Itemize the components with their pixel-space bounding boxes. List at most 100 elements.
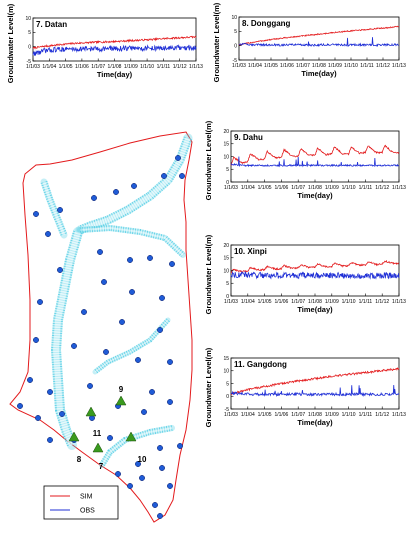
- well-marker: [101, 279, 107, 285]
- x-tick-label: 1/1/09: [325, 185, 339, 191]
- legend-label-obs: OBS: [80, 508, 95, 515]
- legend-label-sim: SIM: [80, 494, 93, 501]
- series-line-sim: [230, 144, 400, 166]
- well-marker: [139, 475, 145, 481]
- well-marker: [147, 255, 153, 261]
- well-marker: [87, 383, 93, 389]
- series-line-obs: [238, 37, 400, 48]
- well-marker: [27, 377, 33, 383]
- well-marker: [161, 173, 167, 179]
- x-tick-label: 1/1/12: [375, 299, 389, 305]
- well-marker: [113, 189, 119, 195]
- station-label-11: 11: [93, 429, 102, 438]
- series-line-obs: [230, 385, 400, 398]
- chart-title: 11. Gangdong: [234, 360, 287, 369]
- y-tick-label: -5: [233, 58, 238, 64]
- x-tick-label: 1/1/06: [274, 299, 288, 305]
- well-marker: [47, 437, 53, 443]
- study-area-map: 7 8 9 10 11: [9, 131, 193, 523]
- y-axis-label: Groundwater Level(m): [204, 347, 213, 427]
- x-tick-label: 1/1/06: [274, 412, 288, 418]
- x-axis-label: Time(day): [297, 305, 333, 314]
- x-tick-label: 1/1/10: [140, 64, 154, 70]
- station-label-8: 8: [77, 455, 82, 464]
- well-marker: [81, 309, 87, 315]
- station-markers: 7 8 9 10 11: [68, 385, 147, 471]
- x-tick-label: 1/1/09: [325, 299, 339, 305]
- station-triangle-9: [115, 395, 127, 406]
- x-tick-label: 1/1/11: [359, 299, 373, 305]
- well-marker: [57, 267, 63, 273]
- channel-core: [42, 181, 66, 236]
- y-tick-label: 0: [226, 294, 229, 300]
- x-tick-label: 1/1/04: [248, 63, 262, 69]
- x-tick-label: 1/1/12: [173, 64, 187, 70]
- well-marker: [159, 465, 165, 471]
- series-line-sim: [230, 367, 400, 395]
- well-marker: [37, 299, 43, 305]
- channel-south: [99, 425, 175, 468]
- well-marker: [177, 443, 183, 449]
- channel-northeast: [75, 133, 193, 235]
- x-tick-label: 1/1/03: [224, 412, 238, 418]
- series-line-sim: [230, 259, 400, 274]
- well-marker: [149, 389, 155, 395]
- channel-north-branch: [40, 178, 68, 239]
- x-tick-label: 1/1/04: [241, 185, 255, 191]
- station-triangle-10: [125, 431, 137, 442]
- well-marker: [115, 471, 121, 477]
- chart-title: 8. Donggang: [242, 19, 291, 28]
- x-tick-label: 1/1/08: [308, 185, 322, 191]
- y-tick-label: -5: [225, 407, 230, 413]
- x-tick-label: 1/1/13: [392, 185, 406, 191]
- x-tick-label: 1/1/07: [296, 63, 310, 69]
- series-line-obs: [32, 44, 197, 56]
- y-tick-label: 5: [226, 381, 229, 387]
- channel-main: [51, 227, 83, 450]
- observation-wells: [17, 155, 185, 519]
- well-marker: [157, 327, 163, 333]
- well-marker: [47, 389, 53, 395]
- well-marker: [167, 483, 173, 489]
- channel-core: [79, 137, 191, 233]
- well-marker: [91, 195, 97, 201]
- well-marker: [152, 502, 158, 508]
- x-tick-label: 1/1/07: [291, 412, 305, 418]
- x-tick-label: 1/1/06: [280, 63, 294, 69]
- channel-middle: [92, 317, 171, 375]
- channel-core: [101, 427, 173, 466]
- x-tick-label: 1/1/06: [274, 185, 288, 191]
- well-marker: [157, 445, 163, 451]
- well-marker: [135, 461, 141, 467]
- x-tick-label: 1/1/05: [258, 185, 272, 191]
- x-tick-label: 1/1/03: [224, 299, 238, 305]
- x-tick-label: 1/1/03: [224, 185, 238, 191]
- well-marker: [127, 257, 133, 263]
- x-tick-label: 1/1/07: [291, 185, 305, 191]
- y-tick-label: 15: [223, 356, 229, 362]
- x-tick-label: 1/1/08: [308, 299, 322, 305]
- well-marker: [157, 513, 163, 519]
- station-label-9: 9: [119, 385, 124, 394]
- x-axis-label: Time(day): [301, 69, 337, 78]
- well-marker: [45, 231, 51, 237]
- well-marker: [129, 289, 135, 295]
- x-tick-label: 1/1/10: [342, 185, 356, 191]
- y-tick-label: 10: [223, 369, 229, 375]
- well-marker: [159, 295, 165, 301]
- legend-box: [43, 485, 119, 520]
- x-axis-label: Time(day): [297, 191, 333, 200]
- x-tick-label: 1/1/04: [241, 299, 255, 305]
- x-tick-label: 1/1/05: [264, 63, 278, 69]
- x-tick-label: 1/1/12: [375, 185, 389, 191]
- y-axis-label: Groundwater Level(m): [212, 2, 221, 82]
- well-marker: [97, 249, 103, 255]
- y-tick-label: 0: [28, 44, 31, 50]
- station-label-10: 10: [138, 455, 147, 464]
- y-tick-label: 10: [231, 15, 237, 21]
- chart-title: 10. Xinpi: [234, 247, 267, 256]
